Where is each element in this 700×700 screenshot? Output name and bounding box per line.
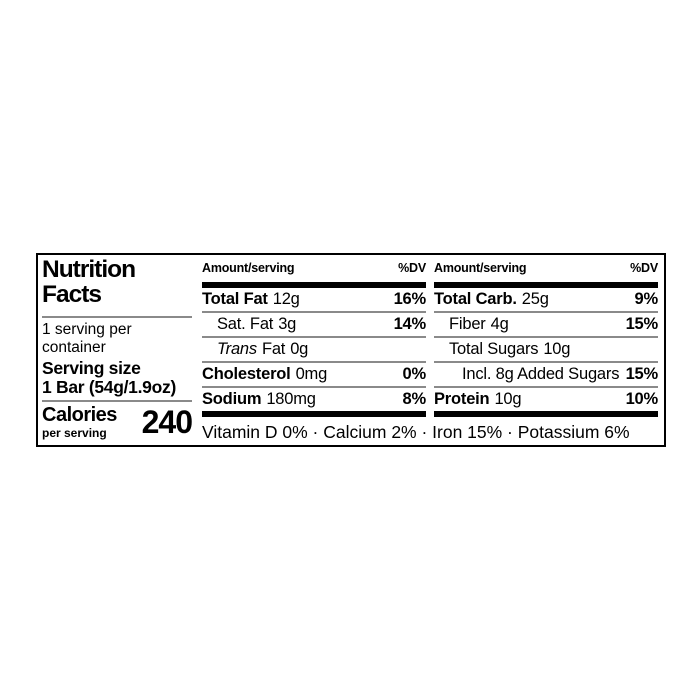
thick-bar	[434, 411, 658, 417]
nutrient-dv: 10%	[625, 390, 659, 408]
row-cholesterol: Cholesterol 0mg 0%	[202, 363, 426, 388]
nutrient-amount: 10g	[543, 340, 571, 358]
dv-heading: %DV	[630, 261, 658, 275]
calories-label-block: Calories per serving	[42, 405, 117, 440]
nutrient-amount: 10g	[494, 390, 522, 408]
calories-sublabel: per serving	[42, 426, 107, 440]
nutrient-amount: 0g	[290, 340, 309, 358]
hairline-divider	[42, 316, 192, 318]
label-title-line2: Facts	[42, 281, 102, 308]
carb-rows: Total Carb. 25g 9% Fiber 4g 15% Total Suga…	[434, 288, 658, 411]
nutrient-name: Total Fat	[202, 290, 268, 308]
nutrient-amount: 0mg	[295, 365, 328, 383]
nutrient-name: Protein	[434, 390, 490, 408]
nutrient-amount: 25g	[521, 290, 549, 308]
serving-size-value: 1 Bar (54g/1.9oz)	[42, 377, 176, 397]
nutrient-dv: 8%	[402, 390, 427, 408]
amount-serving-heading: Amount/serving	[202, 261, 295, 275]
nutrient-dv: 0%	[402, 365, 427, 383]
nutrient-name: Sodium	[202, 390, 262, 408]
nutrient-name: Cholesterol	[202, 365, 291, 383]
row-total-sugars: Total Sugars 10g	[434, 338, 658, 363]
nutrient-dv: 9%	[634, 290, 659, 308]
row-fiber: Fiber 4g 15%	[434, 313, 658, 338]
nutrient-name: Fat	[261, 340, 286, 358]
nutrient-dv: 14%	[393, 315, 427, 333]
serving-size-label: Serving size	[42, 358, 141, 378]
nutrient-name: Incl. 8g Added Sugars	[462, 365, 620, 383]
nutrient-name-italic: Trans	[217, 340, 257, 358]
row-total-carb: Total Carb. 25g 9%	[434, 288, 658, 313]
nutrient-amount: 12g	[272, 290, 300, 308]
label-title-line1: Nutrition	[42, 256, 136, 283]
row-added-sugars: Incl. 8g Added Sugars 15%	[434, 363, 658, 388]
calories-value: 240	[141, 404, 193, 440]
nutrient-amount: 4g	[490, 315, 509, 333]
nutrient-name: Total Sugars	[449, 340, 539, 358]
row-total-fat: Total Fat 12g 16%	[202, 288, 426, 313]
dv-heading: %DV	[398, 261, 426, 275]
nutrient-dv: 15%	[625, 365, 659, 383]
serving-size: Serving size 1 Bar (54g/1.9oz)	[42, 359, 176, 397]
label-title: Nutrition Facts	[42, 256, 136, 308]
nutrient-amount: 3g	[278, 315, 297, 333]
thick-bar	[202, 411, 426, 417]
calories-label: Calories	[42, 404, 117, 426]
amount-serving-heading: Amount/serving	[434, 261, 527, 275]
servings-per-container: 1 serving per container	[42, 321, 132, 357]
calories-row: Calories per serving 240	[42, 404, 193, 440]
nutrition-facts-label: Nutrition Facts 1 serving per container …	[36, 253, 666, 447]
servings-line2: container	[42, 339, 106, 356]
servings-line1: 1 serving per	[42, 321, 132, 338]
fat-column-header: Amount/serving %DV	[202, 261, 426, 275]
thick-bar	[202, 282, 426, 288]
row-sodium: Sodium 180mg 8%	[202, 388, 426, 411]
nutrient-name: Sat. Fat	[217, 315, 274, 333]
row-protein: Protein 10g 10%	[434, 388, 658, 411]
nutrient-dv: 16%	[393, 290, 427, 308]
row-sat-fat: Sat. Fat 3g 14%	[202, 313, 426, 338]
nutrient-amount: 180mg	[266, 390, 316, 408]
label-left-panel: Nutrition Facts 1 serving per container …	[42, 255, 198, 445]
nutrient-name: Total Carb.	[434, 290, 517, 308]
fat-rows: Total Fat 12g 16% Sat. Fat 3g 14% Trans Fat…	[202, 288, 426, 411]
hairline-divider	[42, 400, 192, 402]
nutrient-name: Fiber	[449, 315, 486, 333]
nutrient-dv: 15%	[625, 315, 659, 333]
thick-bar	[434, 282, 658, 288]
row-trans-fat: Trans Fat 0g	[202, 338, 426, 363]
carb-column-header: Amount/serving %DV	[434, 261, 658, 275]
micronutrients-line: Vitamin D 0% · Calcium 2% · Iron 15% · P…	[202, 422, 630, 442]
